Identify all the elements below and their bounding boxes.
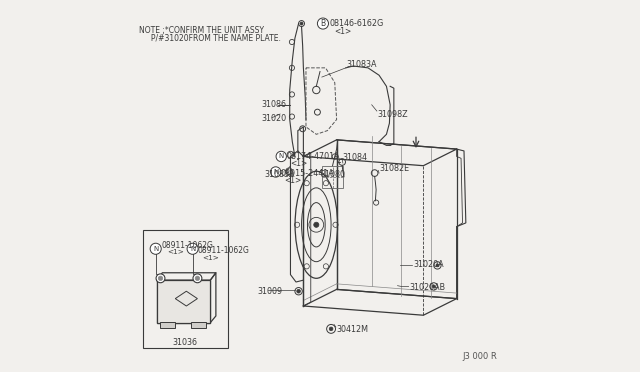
Text: 31084: 31084 (343, 153, 368, 162)
Circle shape (432, 285, 435, 288)
Text: <1>: <1> (285, 176, 302, 185)
Text: 31083A: 31083A (347, 60, 377, 70)
Polygon shape (211, 273, 216, 323)
Circle shape (195, 276, 200, 280)
Bar (143, 230, 228, 349)
Text: 31020AB: 31020AB (410, 283, 445, 292)
Text: 31082E: 31082E (379, 164, 409, 173)
Circle shape (187, 243, 198, 254)
Circle shape (300, 22, 303, 25)
Text: N: N (278, 154, 284, 160)
Text: J3 000 R: J3 000 R (463, 352, 497, 361)
Text: 30412M: 30412M (337, 325, 369, 334)
Text: P/#31020FROM THE NAME PLATE.: P/#31020FROM THE NAME PLATE. (139, 34, 281, 43)
Circle shape (297, 289, 300, 293)
Circle shape (150, 243, 161, 254)
Text: N: N (190, 246, 195, 252)
Circle shape (156, 274, 165, 283)
Text: NOTE ;*CONFIRM THE UNIT ASSY: NOTE ;*CONFIRM THE UNIT ASSY (139, 26, 264, 35)
Text: 31020A: 31020A (413, 260, 444, 269)
Text: <1>: <1> (291, 159, 308, 169)
Text: 31083A: 31083A (264, 170, 295, 179)
Text: B: B (321, 19, 326, 28)
Circle shape (193, 274, 202, 283)
Circle shape (158, 276, 163, 280)
Bar (161, 321, 175, 328)
Text: <1>: <1> (334, 27, 351, 36)
Text: 31009: 31009 (257, 287, 282, 296)
Text: 08174-4701A: 08174-4701A (286, 152, 340, 161)
Text: 08146-6162G: 08146-6162G (330, 19, 384, 28)
Text: <1>: <1> (202, 255, 219, 261)
Text: 31020: 31020 (261, 114, 286, 123)
Text: 08915-2441A: 08915-2441A (280, 169, 334, 177)
Text: <1>: <1> (167, 250, 184, 256)
Bar (322, 166, 343, 188)
Text: N: N (273, 169, 278, 175)
Text: N: N (153, 246, 158, 252)
Text: 31086: 31086 (261, 100, 286, 109)
Bar (191, 321, 205, 328)
Circle shape (314, 222, 319, 227)
Bar (157, 280, 211, 323)
Polygon shape (157, 273, 216, 280)
Bar (157, 280, 211, 323)
Circle shape (271, 167, 281, 177)
Text: 31080: 31080 (320, 170, 345, 179)
Text: 31036: 31036 (172, 339, 197, 347)
Text: 08911-1062G: 08911-1062G (162, 241, 214, 250)
Text: 31098Z: 31098Z (378, 109, 408, 119)
Text: 08911-1062G: 08911-1062G (197, 246, 250, 255)
Circle shape (317, 18, 328, 29)
Circle shape (276, 151, 287, 161)
Circle shape (329, 327, 333, 331)
Circle shape (436, 264, 439, 267)
